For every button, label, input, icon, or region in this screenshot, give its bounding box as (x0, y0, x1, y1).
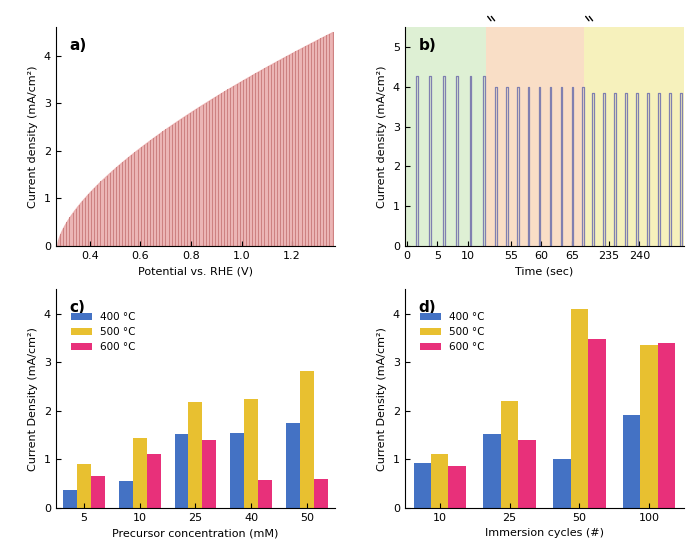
Bar (500, 401, 518, 508)
Bar (658, 343, 676, 508)
Bar (133, 438, 147, 508)
X-axis label: Potential vs. RHE (V): Potential vs. RHE (V) (138, 266, 253, 276)
Bar (431, 454, 448, 508)
Bar (91, 476, 105, 508)
Bar (77, 464, 91, 508)
Bar (518, 440, 536, 508)
Bar (623, 414, 640, 508)
Bar (202, 440, 216, 508)
X-axis label: Time (sec): Time (sec) (515, 266, 574, 276)
Bar (300, 371, 314, 508)
Bar (188, 402, 202, 508)
Bar (174, 434, 188, 508)
Bar (244, 399, 258, 508)
Legend: 400 °C, 500 °C, 600 °C: 400 °C, 500 °C, 600 °C (66, 308, 140, 357)
Bar (487, 27, 584, 246)
Bar (258, 479, 272, 508)
Legend: 400 °C, 500 °C, 600 °C: 400 °C, 500 °C, 600 °C (415, 308, 489, 357)
Bar (640, 345, 658, 508)
Text: c): c) (70, 300, 86, 315)
Bar (571, 309, 588, 508)
Bar (147, 454, 161, 508)
Bar (286, 423, 300, 508)
Bar (448, 466, 466, 508)
Text: b): b) (419, 38, 436, 53)
Text: d): d) (419, 300, 436, 315)
Y-axis label: Current Density (mA/cm²): Current Density (mA/cm²) (378, 327, 387, 471)
X-axis label: Precursor concentration (mM): Precursor concentration (mM) (112, 528, 279, 538)
X-axis label: Immersion cycles (#): Immersion cycles (#) (485, 528, 604, 538)
Bar (314, 479, 328, 508)
Y-axis label: Current Density (mA/cm²): Current Density (mA/cm²) (29, 327, 38, 471)
Bar (230, 432, 244, 508)
Bar (405, 27, 487, 246)
Y-axis label: Current density (mA/cm²): Current density (mA/cm²) (29, 66, 38, 207)
Bar (588, 339, 605, 508)
Bar (63, 490, 77, 508)
Bar (483, 434, 500, 508)
Y-axis label: Current density (mA/cm²): Current density (mA/cm²) (378, 66, 387, 207)
Bar (584, 27, 684, 246)
Bar (413, 463, 431, 508)
Bar (553, 459, 571, 508)
Text: a): a) (70, 38, 87, 53)
Bar (119, 481, 133, 508)
